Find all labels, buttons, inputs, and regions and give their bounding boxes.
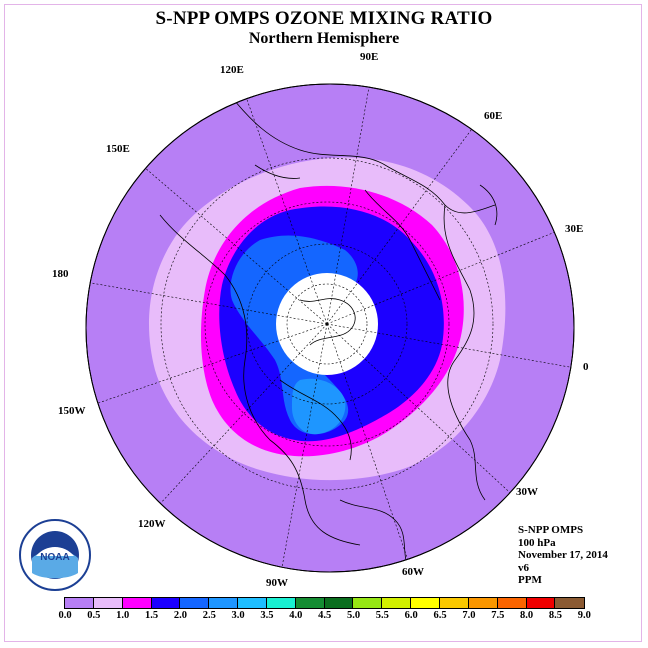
lon-label-60w: 60W <box>402 566 424 578</box>
info-units: PPM <box>518 574 542 586</box>
info-level: 100 hPa <box>518 536 556 549</box>
logo-text: NOAA <box>40 552 69 563</box>
colorbar-segment <box>209 598 239 608</box>
info-block: S-NPP OMPS 100 hPa November 17, 2014 v6 … <box>518 524 608 587</box>
figure-frame <box>4 4 642 642</box>
lon-label-0: 0 <box>583 361 589 373</box>
lon-label-120e: 120E <box>220 64 244 76</box>
lon-label-90e: 90E <box>360 51 378 63</box>
colorbar-segment <box>151 598 181 608</box>
colorbar-tick-label: 7.5 <box>491 610 505 621</box>
colorbar-tick-label: 0.0 <box>58 610 72 621</box>
colorbar-segment <box>468 598 498 608</box>
colorbar-segment <box>93 598 123 608</box>
colorbar-segment <box>295 598 325 608</box>
map-title: S-NPP OMPS OZONE MIXING RATIO <box>155 8 493 29</box>
colorbar-segment <box>439 598 469 608</box>
colorbar-tick-label: 6.0 <box>404 610 418 621</box>
colorbar-tick-label: 1.5 <box>144 610 159 621</box>
colorbar-tick-label: 4.0 <box>289 610 303 621</box>
colorbar-tick-label: 2.0 <box>173 610 187 621</box>
info-version: v6 <box>518 561 529 574</box>
map-subtitle: Northern Hemisphere <box>248 30 400 47</box>
colorbar-tick-label: 3.5 <box>260 610 274 621</box>
colorbar-segment <box>555 598 585 608</box>
contour-2.5 <box>292 378 346 435</box>
colorbar-tick-label: 6.5 <box>433 610 447 621</box>
lon-label-30w: 30W <box>516 486 538 498</box>
info-date: November 17, 2014 <box>518 549 608 561</box>
lon-label-150w: 150W <box>58 405 86 417</box>
colorbar-segment <box>324 598 354 608</box>
lon-label-90w: 90W <box>266 577 288 589</box>
lon-label-180: 180 <box>52 268 69 280</box>
lon-label-150e: 150E <box>106 143 130 155</box>
noaa-logo: NOAA <box>19 519 91 591</box>
colorbar-segment <box>65 598 94 608</box>
colorbar-tick-label: 8.5 <box>548 610 562 621</box>
colorbar-tick-label: 3.0 <box>231 610 245 621</box>
colorbar-tick-label: 8.0 <box>520 610 534 621</box>
colorbar-segment <box>238 598 267 608</box>
colorbar-tick-label: 0.5 <box>87 610 101 621</box>
colorbar-tick-label: 7.0 <box>462 610 476 621</box>
colorbar-segment <box>122 598 152 608</box>
meridian-graticule <box>86 84 574 572</box>
lon-label-30e: 30E <box>565 223 583 235</box>
colorbar-tick-label: 1.0 <box>116 610 130 621</box>
colorbar-tick-label: 5.5 <box>375 610 389 621</box>
colorbar-segment <box>382 598 412 608</box>
colorbar-segment <box>411 598 440 608</box>
lon-label-60e: 60E <box>484 110 502 122</box>
colorbar-tick-label: 4.5 <box>318 610 332 621</box>
colorbar-tick-label: 9.0 <box>577 610 591 621</box>
info-instrument: S-NPP OMPS <box>518 524 584 536</box>
colorbar-ticks: 0.0 0.5 1.0 1.5 2.0 2.5 3.0 3.5 4.0 4.5 5.0 5.5 6.0 6… <box>0 610 648 624</box>
colorbar-segment <box>266 598 296 608</box>
colorbar-segment <box>497 598 527 608</box>
latitude-graticule <box>160 157 494 491</box>
colorbar-segment <box>526 598 556 608</box>
colorbar <box>64 597 586 609</box>
colorbar-tick-label: 2.5 <box>202 610 216 621</box>
colorbar-tick-label: 5.0 <box>346 610 361 621</box>
colorbar-segment <box>353 598 383 608</box>
colorbar-segment <box>180 598 210 608</box>
lon-label-120w: 120W <box>138 518 166 530</box>
